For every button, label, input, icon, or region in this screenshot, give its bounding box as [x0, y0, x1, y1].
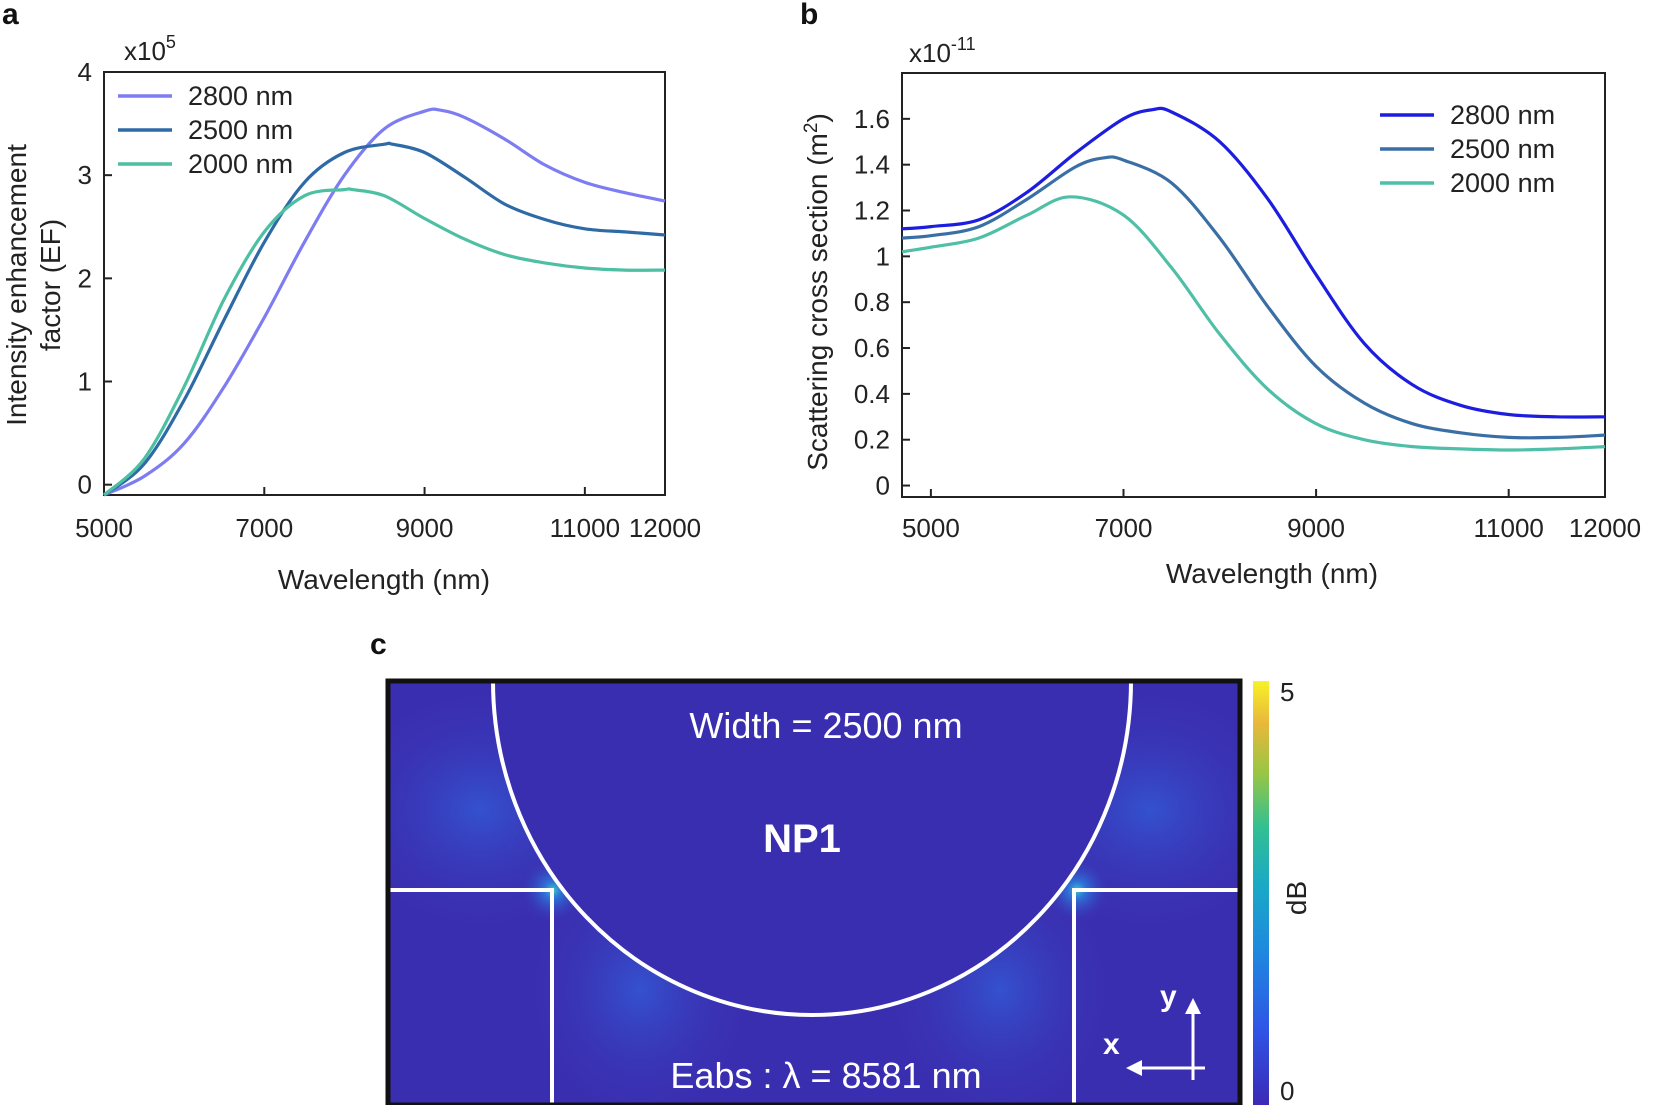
panel-b-ylabel-text: Scattering cross section (m2) — [801, 113, 833, 471]
panel-b-letter: b — [800, 0, 818, 31]
colorbar: 5 0 dB — [1253, 677, 1312, 1105]
panel-a-plot-frame — [103, 71, 666, 496]
x-tick-label: 5000 — [902, 513, 960, 543]
x-tick-label: 11000 — [550, 513, 620, 543]
legend-label: 2000 nm — [188, 149, 293, 179]
np-label: NP1 — [763, 817, 841, 861]
panel-b-legend: 2800 nm 2500 nm 2000 nm — [1380, 100, 1555, 198]
y-tick-label: 1.4 — [854, 150, 890, 180]
x-tick-label: 9000 — [396, 513, 454, 543]
legend-label: 2800 nm — [188, 81, 293, 111]
panel-b-ylabel: Scattering cross section (m2) — [801, 113, 833, 471]
series-line-2500-nm — [103, 141, 666, 497]
panel-a-ylabel-line1: Intensity enhancement — [1, 144, 32, 426]
y-tick-label: 0.2 — [854, 425, 890, 455]
field-map-image — [388, 681, 1240, 1105]
panel-a-series — [102, 107, 666, 497]
x-axis-label: x — [1103, 1028, 1120, 1061]
x-arrowhead-icon — [1126, 1060, 1142, 1076]
y-tick-label: 0.4 — [854, 379, 890, 409]
x-tick-label: 7000 — [1095, 513, 1153, 543]
panel-c-field-map: c Width = 2500 nm NP1 Eabs : λ = 8581 nm… — [370, 628, 1312, 1105]
substrate-left-edge — [388, 888, 554, 1105]
series-line-2800-nm — [103, 107, 666, 497]
series-line-2000-nm — [901, 195, 1606, 452]
eabs-annotation: Eabs : λ = 8581 nm — [670, 1055, 981, 1096]
panel-b-series — [901, 106, 1606, 452]
series-line-2500-nm — [901, 155, 1606, 440]
x-tick-label: 7000 — [235, 513, 293, 543]
colorbar-min-label: 0 — [1280, 1076, 1294, 1105]
substrate-right-edge — [1072, 888, 1240, 1105]
x-tick-label: 12000 — [1569, 513, 1641, 543]
panel-a-legend: 2800 nm 2500 nm 2000 nm — [118, 81, 293, 179]
x-tick-label: 12000 — [629, 513, 701, 543]
y-tick-label: 3 — [78, 160, 92, 190]
panel-b-ticks: 5000 7000 9000 11000 12000 0 0.2 0.4 0.6 0.8 1 1.2 1… — [854, 104, 1641, 543]
legend-label: 2500 nm — [1450, 134, 1555, 164]
y-axis-label: y — [1160, 980, 1177, 1013]
panel-b-plot-frame — [901, 72, 1606, 498]
axis-indicator: y x — [1103, 980, 1205, 1080]
series-line-2800-nm — [901, 106, 1606, 419]
y-tick-label: 1.6 — [854, 104, 890, 134]
panel-a-chart: a x105 5000 7000 9000 11000 12000 0 1 2 3 4 2800 … — [1, 0, 701, 595]
y-tick-label: 0 — [78, 470, 92, 500]
nanoparticle-outline — [491, 681, 1133, 1017]
y-tick-label: 0 — [876, 471, 890, 501]
y-tick-label: 1 — [78, 367, 92, 397]
x-tick-label: 5000 — [75, 513, 133, 543]
y-tick-label: 0.8 — [854, 287, 890, 317]
y-tick-label: 1.2 — [854, 196, 890, 226]
y-tick-label: 0.6 — [854, 333, 890, 363]
panel-a-multiplier: x105 — [124, 32, 176, 66]
panel-c-letter: c — [370, 628, 387, 661]
y-arrowhead-icon — [1185, 998, 1201, 1014]
colorbar-unit: dB — [1281, 881, 1312, 915]
x-tick-label: 11000 — [1474, 513, 1544, 543]
x-tick-label: 9000 — [1287, 513, 1345, 543]
legend-label: 2500 nm — [188, 115, 293, 145]
legend-label: 2000 nm — [1450, 168, 1555, 198]
panel-a-ticks: 5000 7000 9000 11000 12000 0 1 2 3 4 — [75, 57, 701, 543]
series-line-2000-nm — [102, 187, 666, 497]
panel-a-letter: a — [2, 0, 19, 31]
panel-b-xlabel: Wavelength (nm) — [1166, 558, 1378, 589]
legend-label: 2800 nm — [1450, 100, 1555, 130]
y-tick-label: 2 — [78, 263, 92, 293]
panel-b-chart: b x10-11 5000 7000 9000 11000 12000 0 0.2 0.4 0.… — [800, 0, 1641, 589]
y-tick-label: 4 — [78, 57, 92, 87]
field-map-frame — [385, 678, 1243, 1105]
colorbar-gradient — [1253, 681, 1269, 1105]
colorbar-unit-label: dB — [1281, 881, 1312, 915]
y-tick-label: 1 — [876, 241, 890, 271]
panel-b-multiplier: x10-11 — [909, 34, 976, 68]
panel-a-ylabel-line2: factor (EF) — [35, 219, 66, 351]
colorbar-max-label: 5 — [1280, 677, 1294, 707]
panel-a-ylabel: Intensity enhancement factor (EF) — [1, 144, 66, 426]
panel-a-xlabel: Wavelength (nm) — [278, 564, 490, 595]
width-annotation: Width = 2500 nm — [689, 705, 962, 746]
